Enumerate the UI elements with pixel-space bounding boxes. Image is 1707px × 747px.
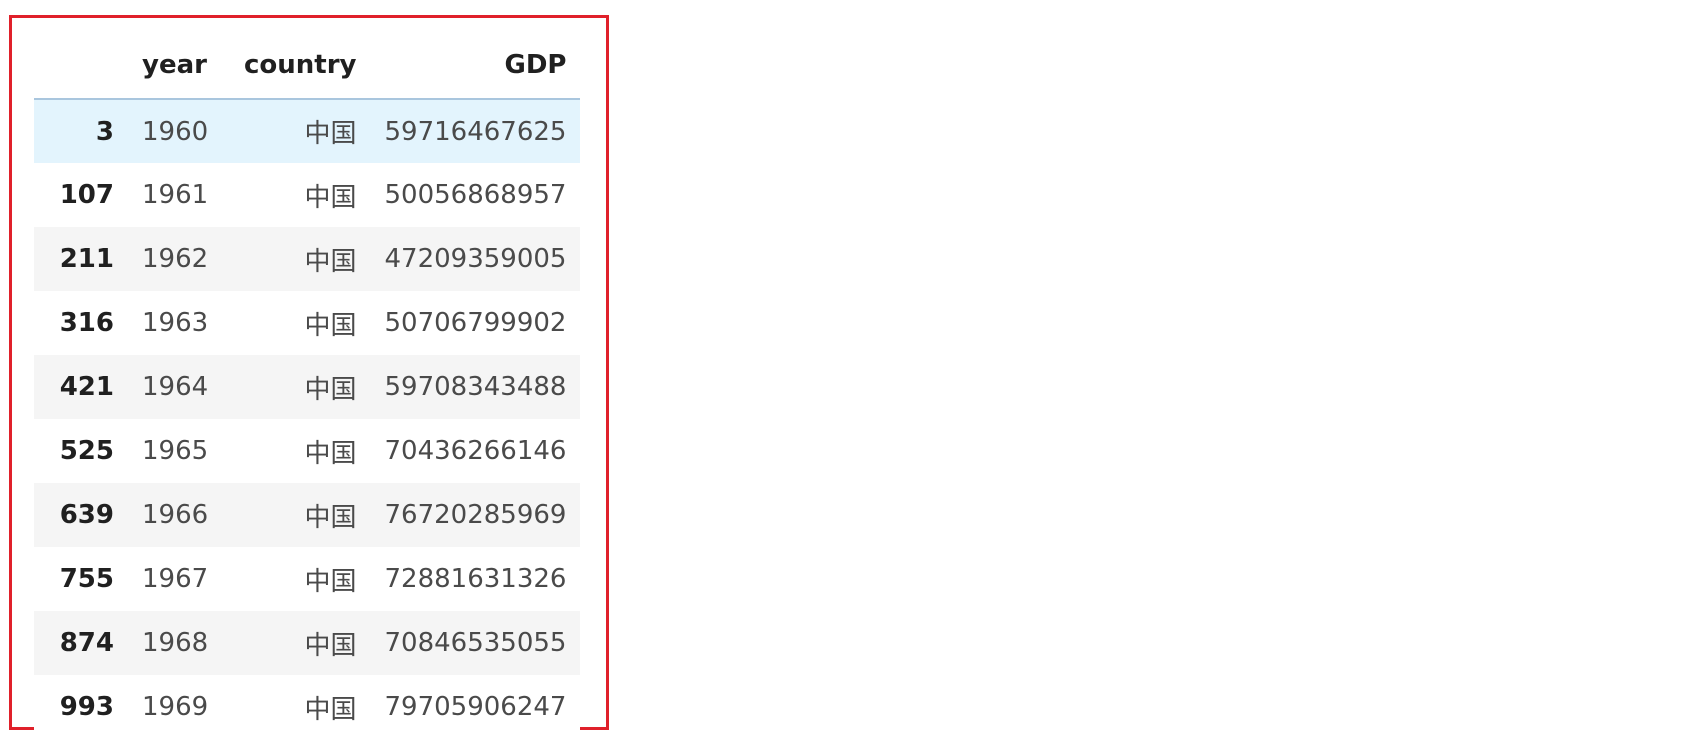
highlight-frame: year country GDP 3 1960 中国 59716467625 1… [9, 15, 609, 739]
cell-year: 1960 [142, 116, 209, 147]
row-index: 993 [59, 692, 114, 722]
cell-gdp: 70846535055 [384, 628, 567, 658]
cell-gdp: 59716467625 [384, 116, 567, 147]
row-index: 421 [59, 372, 114, 402]
table-row: 107 1961 中国 50056868957 [34, 163, 581, 227]
cell-gdp: 59708343488 [384, 372, 567, 402]
row-index: 755 [59, 564, 114, 594]
table-row: 755 1967 中国 72881631326 [34, 547, 581, 611]
row-index: 3 [95, 116, 114, 147]
header-index [34, 32, 128, 100]
row-index: 316 [59, 308, 114, 338]
cell-year: 1963 [142, 308, 209, 338]
cell-country: 中国 [304, 119, 357, 149]
cell-gdp: 47209359005 [384, 244, 567, 274]
cell-country: 中国 [304, 246, 357, 277]
cell-country: 中国 [304, 310, 357, 341]
table-row: 639 1966 中国 76720285969 [34, 483, 581, 547]
header-year: year [128, 32, 230, 100]
row-index: 874 [59, 628, 114, 658]
cell-gdp: 72881631326 [384, 564, 567, 594]
cell-country: 中国 [304, 566, 357, 597]
cell-country: 中国 [304, 630, 357, 661]
cell-year: 1966 [142, 500, 209, 530]
table-row: 993 1969 中国 79705906247 [34, 675, 581, 739]
cell-gdp: 50706799902 [384, 308, 567, 338]
cell-country: 中国 [304, 694, 357, 725]
dataframe-table: year country GDP 3 1960 中国 59716467625 1… [34, 32, 581, 739]
cell-gdp: 76720285969 [384, 500, 567, 530]
table-header: year country GDP [34, 32, 581, 100]
table-row: 3 1960 中国 59716467625 [34, 99, 581, 163]
row-index: 211 [59, 244, 114, 274]
row-index: 639 [59, 500, 114, 530]
table-row: 874 1968 中国 70846535055 [34, 611, 581, 675]
cell-country: 中国 [304, 502, 357, 533]
cell-country: 中国 [304, 374, 357, 405]
cell-year: 1967 [142, 564, 209, 594]
cell-year: 1969 [142, 692, 209, 722]
cell-country: 中国 [304, 438, 357, 469]
row-index: 107 [59, 180, 114, 210]
table-body: 3 1960 中国 59716467625 107 1961 中国 500568… [34, 99, 581, 739]
header-gdp: GDP [370, 32, 581, 100]
row-index: 525 [59, 436, 114, 466]
cell-year: 1968 [142, 628, 209, 658]
header-country: country [230, 32, 371, 100]
table-row: 525 1965 中国 70436266146 [34, 419, 581, 483]
cell-gdp: 79705906247 [384, 692, 567, 722]
table-row: 316 1963 中国 50706799902 [34, 291, 581, 355]
cell-gdp: 70436266146 [384, 436, 567, 466]
header-row: year country GDP [34, 32, 581, 100]
table-row: 211 1962 中国 47209359005 [34, 227, 581, 291]
cell-gdp: 50056868957 [384, 180, 567, 210]
cell-year: 1964 [142, 372, 209, 402]
table-row: 421 1964 中国 59708343488 [34, 355, 581, 419]
cell-year: 1962 [142, 244, 209, 274]
cell-year: 1961 [142, 180, 209, 210]
cell-year: 1965 [142, 436, 209, 466]
cell-country: 中国 [304, 182, 357, 213]
